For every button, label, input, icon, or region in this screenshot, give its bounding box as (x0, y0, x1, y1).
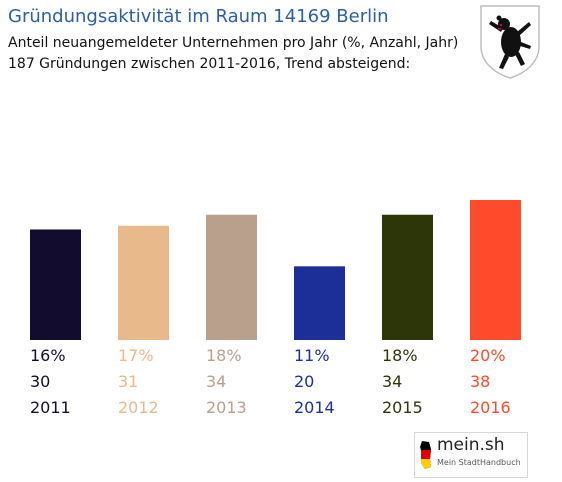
percent-label-2011: 16% (30, 346, 66, 365)
year-label-2014: 2014 (294, 398, 335, 417)
percent-label-2016: 20% (470, 346, 506, 365)
year-label-2016: 2016 (470, 398, 511, 417)
bar-2016 (470, 200, 521, 340)
bar-2014 (294, 266, 345, 340)
percent-label-2015: 18% (382, 346, 418, 365)
percent-label-2012: 17% (118, 346, 154, 365)
chart-subtitle: Anteil neuangemeldeter Unternehmen pro J… (8, 35, 459, 51)
bar-2011 (30, 229, 81, 340)
year-label-2013: 2013 (206, 398, 247, 417)
percent-label-2014: 11% (294, 346, 330, 365)
brand-logo-text: mein.sh (437, 435, 505, 455)
berlin-bear-crest-icon (480, 5, 540, 79)
chart-title: Gründungsaktivität im Raum 14169 Berlin (8, 6, 389, 27)
count-label-2011: 30 (30, 372, 51, 391)
germany-map-icon (420, 441, 431, 469)
bar-2015 (382, 214, 433, 340)
count-label-2012: 31 (118, 372, 139, 391)
bar-2013 (206, 214, 257, 340)
percent-label-2013: 18% (206, 346, 242, 365)
brand-tagline: Mein StadtHandbuch (437, 458, 521, 467)
bar-2012 (118, 225, 169, 340)
year-label-2015: 2015 (382, 398, 423, 417)
chart-summary: 187 Gründungen zwischen 2011-2016, Trend… (8, 56, 411, 72)
year-label-2011: 2011 (30, 398, 71, 417)
year-label-2012: 2012 (118, 398, 159, 417)
count-label-2014: 20 (294, 372, 315, 391)
brand-badge: mein.sh Mein StadtHandbuch (414, 432, 528, 478)
count-label-2015: 34 (382, 372, 403, 391)
count-label-2013: 34 (206, 372, 227, 391)
count-label-2016: 38 (470, 372, 491, 391)
